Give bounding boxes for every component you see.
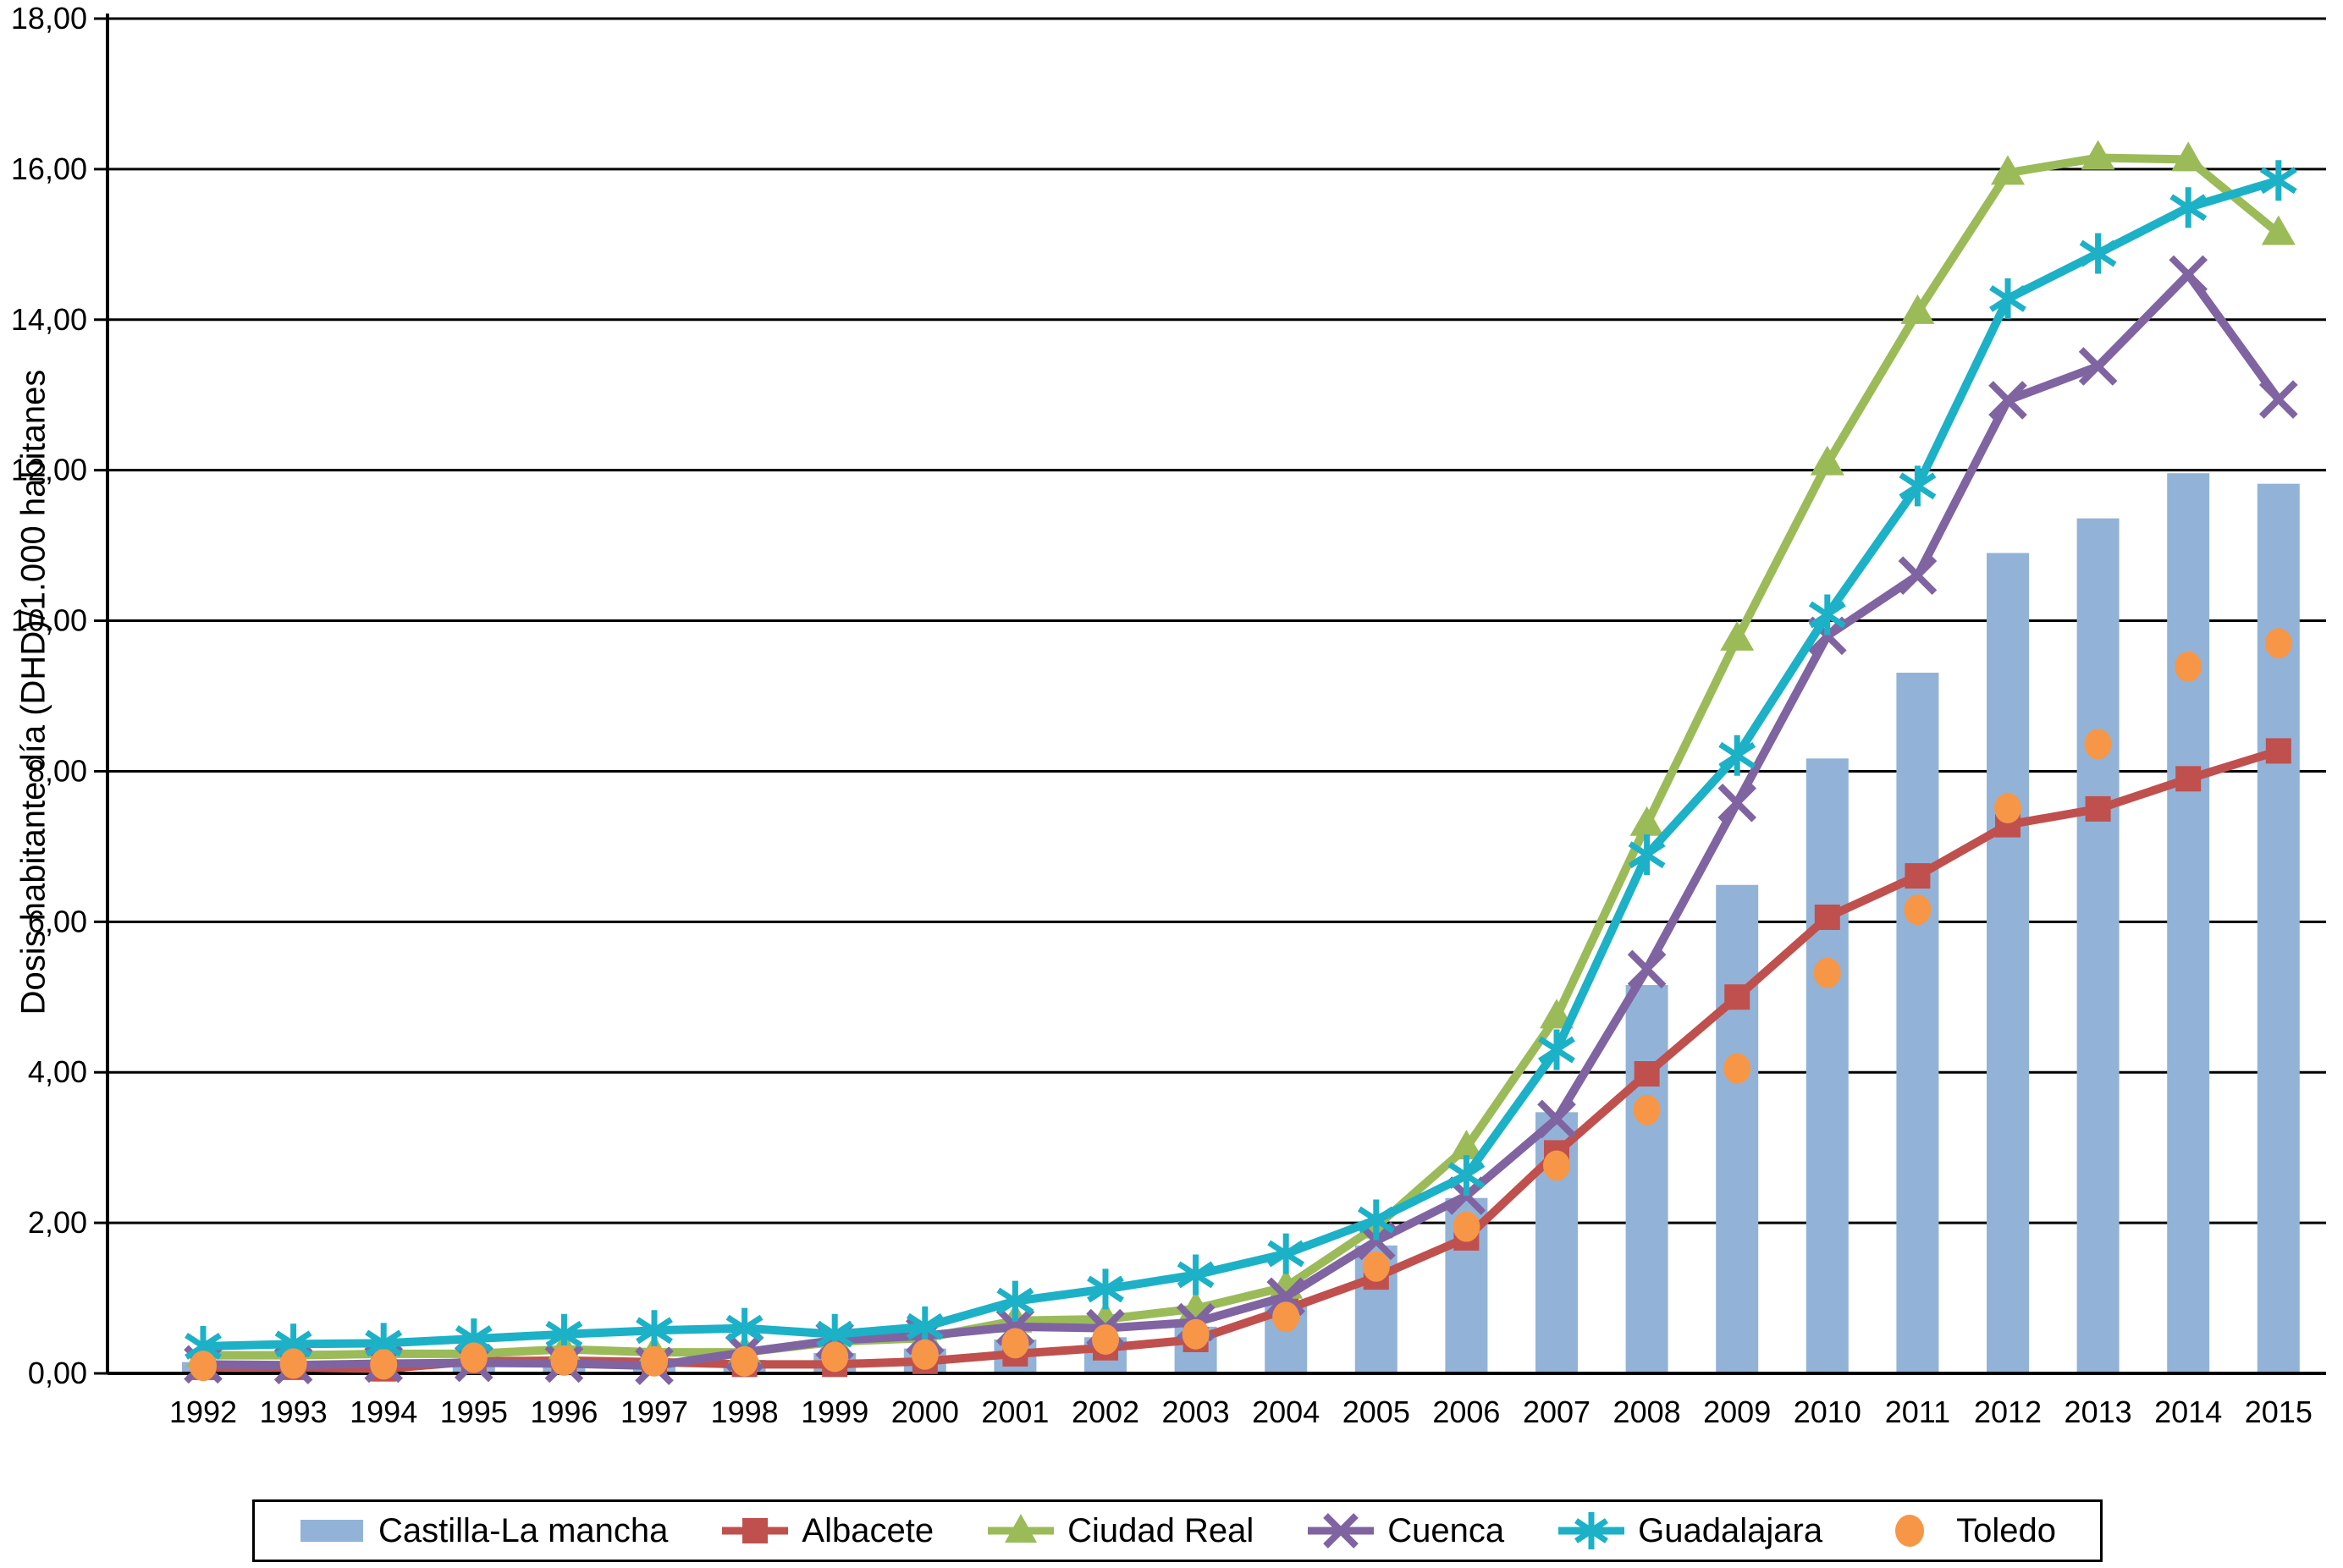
- x-axis-tick-labels: 1992 1993 1994 1995 1996 1997 1998 1999 2000 2001…: [169, 1395, 2313, 1429]
- legend-item-toledo: Toledo: [1877, 1510, 2056, 1551]
- bar: [1896, 672, 1939, 1373]
- legend-label: Castilla-La mancha: [378, 1511, 669, 1549]
- x-tick-label: 1996: [530, 1395, 598, 1429]
- legend-swatch-rect-icon: [300, 1520, 363, 1542]
- x-tick-label: 2005: [1342, 1395, 1410, 1429]
- scatter-series-toledo: [190, 628, 2292, 1382]
- legend-item-castilla-la-mancha: Castilla-La mancha: [299, 1510, 668, 1551]
- x-tick-label: 2001: [981, 1395, 1049, 1429]
- x-tick-label: 2010: [1794, 1395, 1861, 1429]
- y-axis-tick-labels: 0,00 2,00 4,00 6,00 8,00 10,00 12,00 14,00 16,00…: [11, 1, 87, 1390]
- x-tick-label: 2011: [1885, 1395, 1950, 1429]
- y-tick-label: 14,00: [11, 302, 87, 337]
- x-tick-label: 1995: [440, 1395, 508, 1429]
- x-tick-label: 2013: [2065, 1395, 2132, 1429]
- legend-item-ciudad-real: Ciudad Real: [988, 1510, 1254, 1551]
- bar: [2167, 473, 2210, 1374]
- x-tick-label: 2000: [891, 1395, 959, 1429]
- line-series-guadalajara: [185, 160, 2297, 1367]
- chart-legend: Castilla-La mancha Albacete Ciudad Real Cue…: [252, 1499, 2103, 1562]
- y-tick-label: 8,00: [28, 753, 87, 788]
- legend-swatch-x-icon: [1308, 1513, 1375, 1549]
- x-tick-label: 1994: [350, 1395, 417, 1429]
- x-tick-label: 2015: [2245, 1395, 2313, 1429]
- bar: [1625, 985, 1668, 1373]
- legend-item-albacete: Albacete: [722, 1510, 934, 1551]
- legend-label: Guadalajara: [1638, 1511, 1823, 1549]
- legend-label: Toledo: [1956, 1511, 2056, 1549]
- x-tick-label: 2008: [1613, 1395, 1681, 1429]
- y-tick-label: 0,00: [28, 1356, 87, 1390]
- y-axis-title: Dosis habitante día (DHD)/1.000 habitane…: [14, 369, 52, 1015]
- y-tick-label: 18,00: [11, 1, 87, 36]
- x-tick-label: 2004: [1252, 1395, 1320, 1429]
- bar: [1987, 553, 2029, 1373]
- line-series-ciudad-real: [186, 140, 2296, 1367]
- legend-swatch-triangle-icon: [988, 1514, 1055, 1543]
- y-tick-label: 4,00: [28, 1054, 87, 1089]
- y-tick-label: 10,00: [11, 603, 87, 638]
- bar: [2257, 483, 2300, 1373]
- legend-item-guadalajara: Guadalajara: [1558, 1510, 1822, 1551]
- x-tick-label: 2009: [1703, 1395, 1771, 1429]
- x-tick-label: 1998: [711, 1395, 779, 1429]
- x-tick-label: 2007: [1523, 1395, 1590, 1429]
- x-tick-label: 2012: [1974, 1395, 2042, 1429]
- legend-swatch-circle-icon: [1895, 1515, 1925, 1547]
- bar: [2076, 518, 2120, 1373]
- gridlines: [94, 17, 2326, 1375]
- legend-item-cuenca: Cuenca: [1308, 1510, 1504, 1551]
- y-tick-label: 6,00: [28, 904, 87, 938]
- bar: [1805, 758, 1849, 1373]
- x-tick-label: 1997: [620, 1395, 688, 1429]
- y-tick-label: 16,00: [11, 151, 87, 186]
- y-tick-label: 12,00: [11, 453, 87, 487]
- x-tick-label: 2006: [1432, 1395, 1500, 1429]
- legend-swatch-square-icon: [722, 1518, 789, 1543]
- x-tick-label: 2003: [1162, 1395, 1230, 1429]
- x-tick-label: 1992: [169, 1395, 237, 1429]
- x-tick-label: 2002: [1072, 1395, 1139, 1429]
- x-tick-label: 2014: [2154, 1395, 2222, 1429]
- x-tick-label: 1999: [801, 1395, 868, 1429]
- line-series-albacete: [190, 738, 2291, 1382]
- legend-label: Ciudad Real: [1067, 1511, 1254, 1549]
- legend-swatch-asterisk-icon: [1558, 1512, 1625, 1549]
- line-series-cuenca: [184, 255, 2298, 1385]
- y-tick-label: 2,00: [28, 1205, 87, 1240]
- bar-series-castilla-la-mancha: [182, 473, 2300, 1374]
- legend-label: Cuenca: [1387, 1511, 1505, 1549]
- bar: [1716, 884, 1759, 1373]
- legend-label: Albacete: [802, 1511, 934, 1549]
- x-tick-label: 1993: [260, 1395, 328, 1429]
